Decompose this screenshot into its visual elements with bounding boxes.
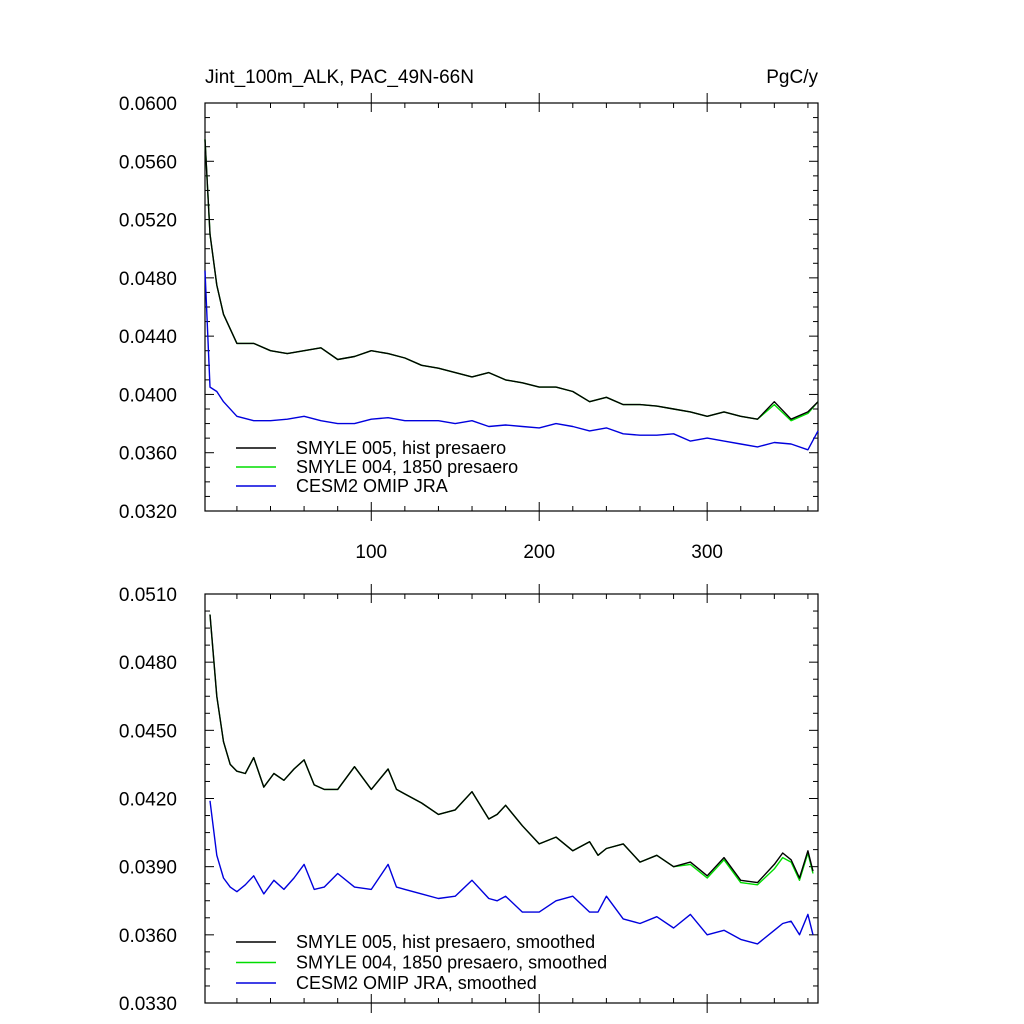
top-legend-label-2: CESM2 OMIP JRA — [296, 476, 448, 496]
top-y-tick-label: 0.0440 — [119, 327, 177, 348]
bottom-y-tick-label: 0.0330 — [119, 994, 177, 1015]
top-chart-title: Jint_100m_ALK, PAC_49N-66N — [205, 67, 474, 88]
top-y-tick-label: 0.0360 — [119, 444, 177, 465]
bottom-panel: 0.0330 0.0360 0.0390 0.0420 0.0450 0.0480 0.05… — [119, 584, 819, 1015]
top-axis-ticks: 0.0320 0.0360 0.0400 0.0440 0.0480 0.0520 0.05… — [119, 93, 818, 563]
top-y-tick-label: 0.0400 — [119, 385, 177, 406]
bottom-y-tick-label: 0.0480 — [119, 653, 177, 674]
bottom-series-line-1 — [209, 614, 814, 886]
bottom-y-tick-label: 0.0420 — [119, 790, 177, 811]
bottom-legend-label-2: CESM2 OMIP JRA, smoothed — [296, 973, 537, 993]
top-series-line-1 — [204, 139, 819, 422]
bottom-legend-label-1: SMYLE 004, 1850 presaero, smoothed — [296, 953, 607, 973]
bottom-y-tick-label: 0.0390 — [119, 858, 177, 879]
top-series-line-2 — [204, 270, 819, 451]
bottom-series-line-0 — [209, 614, 814, 884]
bottom-series-line-2 — [209, 800, 814, 945]
bottom-y-tick-label: 0.0450 — [119, 721, 177, 742]
bottom-legend: SMYLE 005, hist presaero, smoothedSMYLE … — [236, 932, 607, 993]
top-series-line-0 — [204, 139, 819, 420]
top-y-tick-label: 0.0600 — [119, 94, 177, 115]
bottom-y-tick-label: 0.0510 — [119, 585, 177, 606]
top-legend-label-0: SMYLE 005, hist presaero — [296, 438, 506, 458]
top-legend-label-1: SMYLE 004, 1850 presaero — [296, 457, 518, 477]
bottom-legend-label-0: SMYLE 005, hist presaero, smoothed — [296, 932, 595, 952]
bottom-y-tick-label: 0.0360 — [119, 926, 177, 947]
top-series-group — [204, 139, 819, 451]
top-x-tick-label: 100 — [355, 542, 387, 563]
top-x-tick-label: 300 — [691, 542, 723, 563]
top-x-tick-label: 200 — [523, 542, 555, 563]
top-y-tick-label: 0.0520 — [119, 211, 177, 232]
top-y-tick-label: 0.0480 — [119, 269, 177, 290]
top-chart-units: PgC/y — [766, 67, 818, 88]
bottom-series-group — [209, 614, 814, 945]
top-y-tick-label: 0.0320 — [119, 502, 177, 523]
bottom-axis-ticks: 0.0330 0.0360 0.0390 0.0420 0.0450 0.0480 0.05… — [119, 584, 818, 1015]
top-y-tick-label: 0.0560 — [119, 152, 177, 173]
top-panel: Jint_100m_ALK, PAC_49N-66N PgC/y 0.03200… — [119, 67, 819, 563]
